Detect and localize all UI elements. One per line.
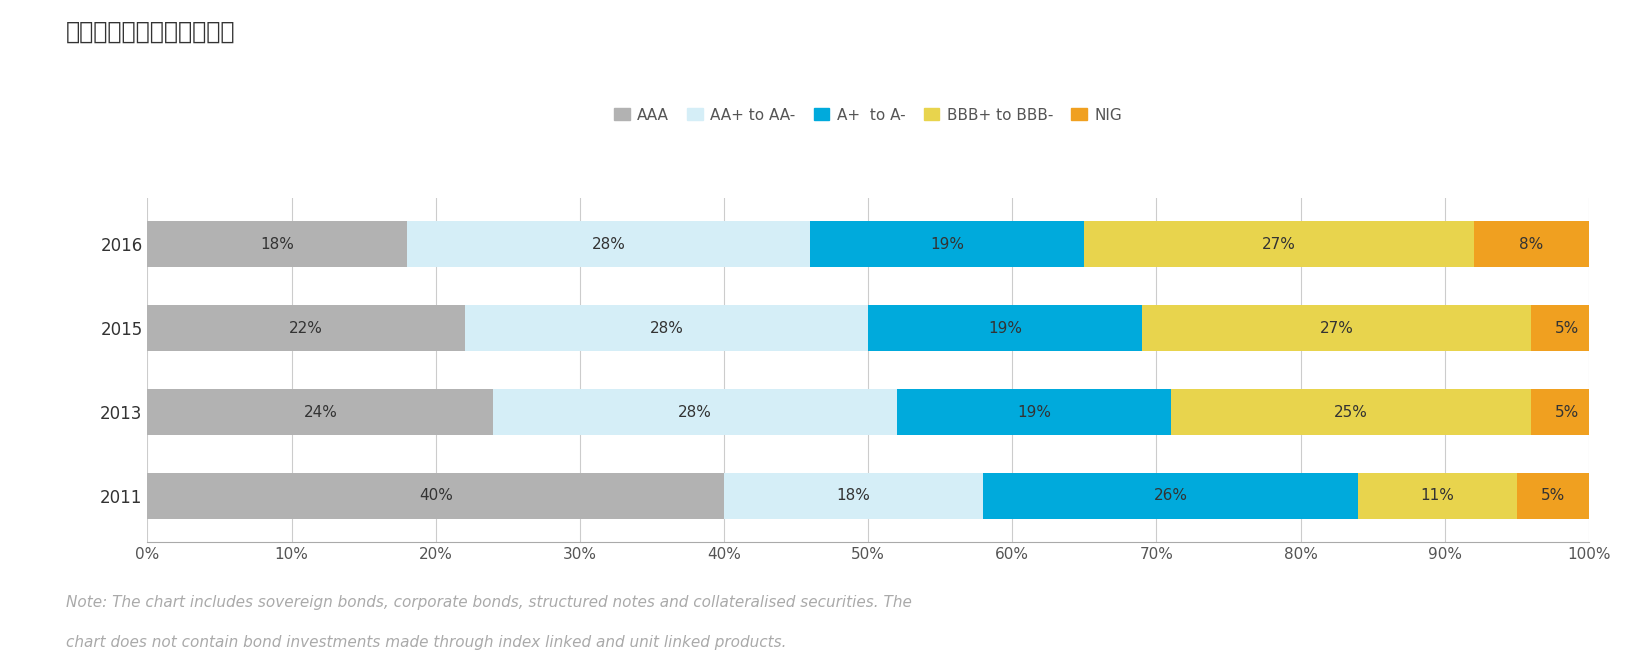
Bar	[147, 473, 724, 519]
Text: 19%: 19%	[930, 237, 965, 252]
Text: 28%: 28%	[591, 237, 626, 252]
Bar	[147, 305, 465, 351]
Bar	[1474, 221, 1589, 268]
Text: 8%: 8%	[1518, 237, 1543, 252]
Bar	[724, 473, 983, 519]
Text: 19%: 19%	[1017, 405, 1052, 420]
Bar	[147, 221, 406, 268]
Bar	[1142, 305, 1532, 351]
Text: 5%: 5%	[1541, 488, 1564, 504]
Bar	[493, 389, 898, 435]
Bar	[898, 389, 1171, 435]
Legend: AAA, AA+ to AA-, A+  to A-, BBB+ to BBB-, NIG: AAA, AA+ to AA-, A+ to A-, BBB+ to BBB-,…	[608, 102, 1129, 129]
Bar	[1084, 221, 1474, 268]
Bar	[1532, 305, 1604, 351]
Text: 18%: 18%	[260, 237, 295, 252]
Bar	[811, 221, 1084, 268]
Text: 40%: 40%	[419, 488, 452, 504]
Bar	[868, 305, 1142, 351]
Bar	[983, 473, 1358, 519]
Text: 28%: 28%	[678, 405, 713, 420]
Text: 25%: 25%	[1333, 405, 1368, 420]
Text: 図表　格付け別の債券内訳: 図表 格付け別の債券内訳	[66, 20, 234, 44]
Text: 5%: 5%	[1554, 321, 1579, 336]
Bar	[147, 389, 493, 435]
Text: 27%: 27%	[1261, 237, 1296, 252]
Bar	[1171, 389, 1532, 435]
Text: 28%: 28%	[649, 321, 683, 336]
Bar	[406, 221, 811, 268]
Text: 22%: 22%	[288, 321, 323, 336]
Bar	[1358, 473, 1517, 519]
Text: 11%: 11%	[1420, 488, 1455, 504]
Bar	[1517, 473, 1589, 519]
Bar	[1532, 389, 1604, 435]
Bar	[465, 305, 868, 351]
Text: 24%: 24%	[303, 405, 337, 420]
Text: 26%: 26%	[1153, 488, 1188, 504]
Text: Note: The chart includes sovereign bonds, corporate bonds, structured notes and : Note: The chart includes sovereign bonds…	[66, 595, 911, 610]
Text: chart does not contain bond investments made through index linked and unit linke: chart does not contain bond investments …	[66, 635, 786, 650]
Text: 27%: 27%	[1320, 321, 1353, 336]
Text: 5%: 5%	[1554, 405, 1579, 420]
Text: 18%: 18%	[837, 488, 871, 504]
Text: 19%: 19%	[988, 321, 1022, 336]
